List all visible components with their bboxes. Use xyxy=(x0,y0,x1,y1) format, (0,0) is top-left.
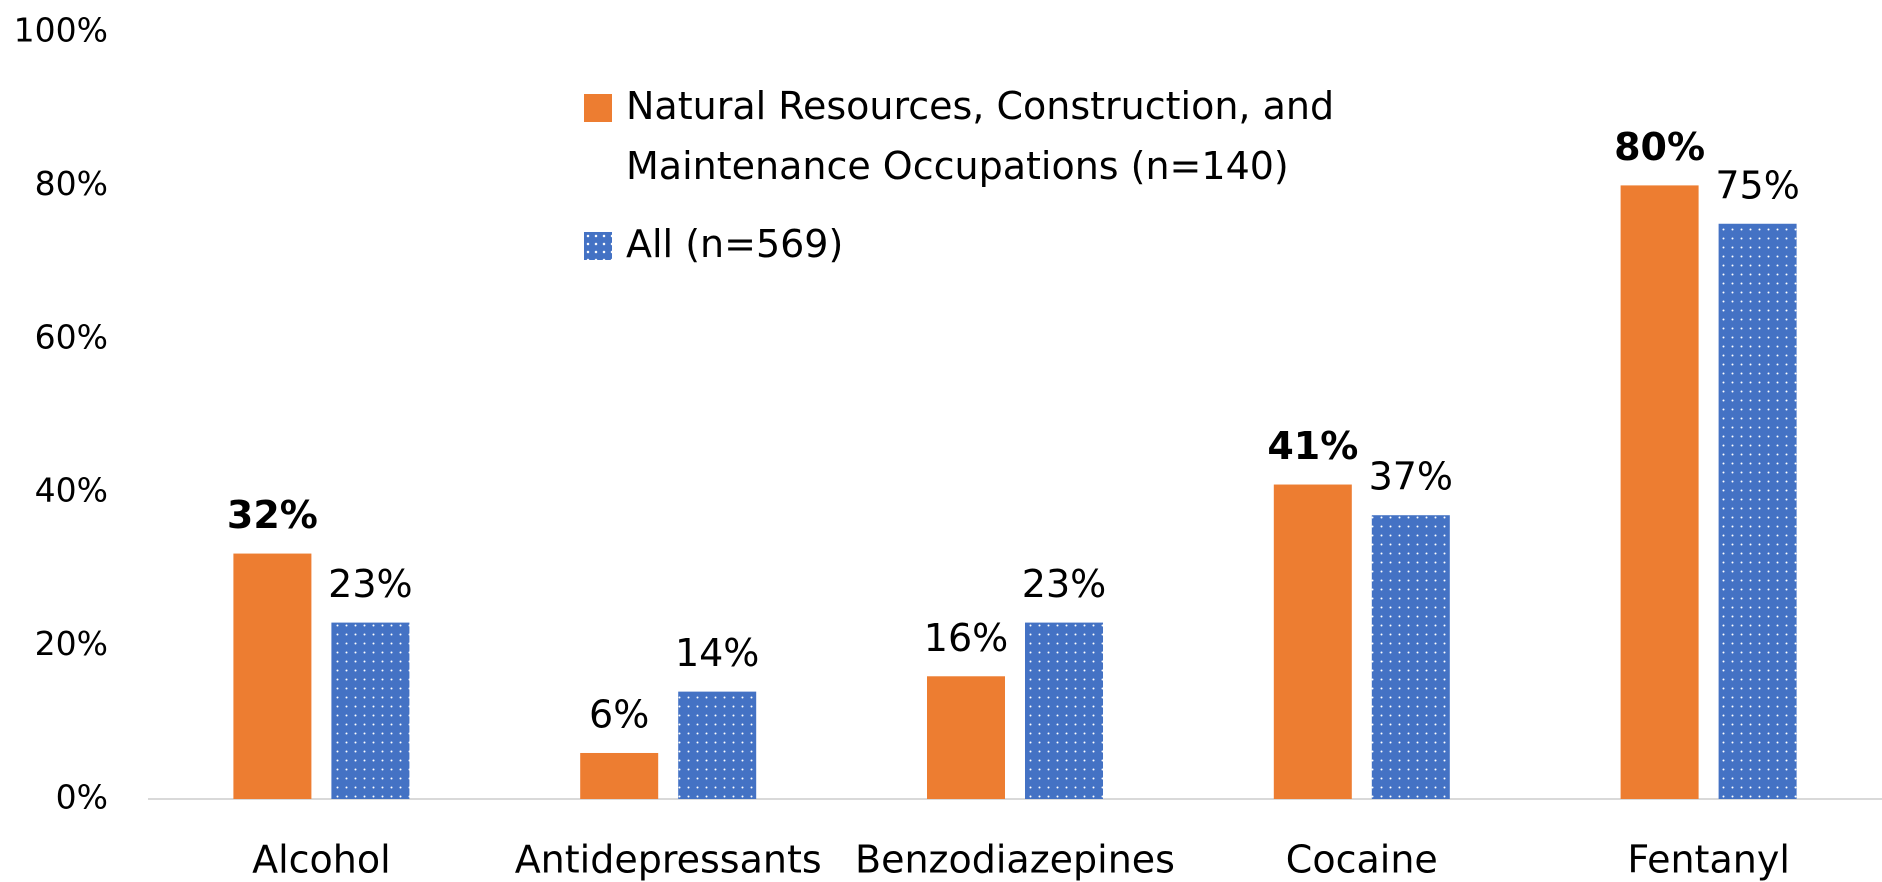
y-tick-label: 20% xyxy=(35,624,108,663)
x-tick-label: Antidepressants xyxy=(515,838,822,882)
y-tick-label: 60% xyxy=(35,317,108,356)
x-tick-label: Cocaine xyxy=(1286,838,1438,882)
data-label: 41% xyxy=(1267,424,1358,468)
bar xyxy=(233,553,312,799)
data-label: 32% xyxy=(227,493,318,537)
y-tick-label: 40% xyxy=(35,471,108,510)
legend-swatch xyxy=(584,94,612,122)
bar xyxy=(927,676,1005,799)
legend: Natural Resources, Construction, and Mai… xyxy=(584,76,1344,292)
data-label: 75% xyxy=(1715,163,1799,207)
x-tick-label: Alcohol xyxy=(252,838,391,882)
bar xyxy=(1025,622,1103,799)
data-label: 14% xyxy=(675,631,759,675)
bar xyxy=(331,622,410,799)
legend-label: All (n=569) xyxy=(626,222,844,266)
y-tick-label: 0% xyxy=(56,778,108,817)
x-tick-label: Fentanyl xyxy=(1627,838,1790,882)
legend-item: All (n=569) xyxy=(584,214,1344,274)
bar xyxy=(678,691,757,799)
y-tick-label: 80% xyxy=(35,164,108,203)
bar xyxy=(1718,223,1797,799)
bar xyxy=(1273,484,1352,799)
legend-swatch xyxy=(584,232,612,260)
data-label: 16% xyxy=(924,616,1008,660)
data-label: 23% xyxy=(328,562,412,606)
data-label: 80% xyxy=(1614,125,1705,169)
data-label: 37% xyxy=(1369,455,1453,499)
legend-label: Natural Resources, Construction, and Mai… xyxy=(626,84,1335,188)
bar xyxy=(580,752,659,799)
x-tick-label: Benzodiazepines xyxy=(855,838,1175,882)
data-label: 6% xyxy=(589,692,649,736)
data-label: 23% xyxy=(1022,562,1106,606)
bar xyxy=(1371,515,1450,799)
bar xyxy=(1620,185,1699,799)
y-tick-label: 100% xyxy=(14,11,108,50)
legend-item: Natural Resources, Construction, and Mai… xyxy=(584,76,1344,196)
